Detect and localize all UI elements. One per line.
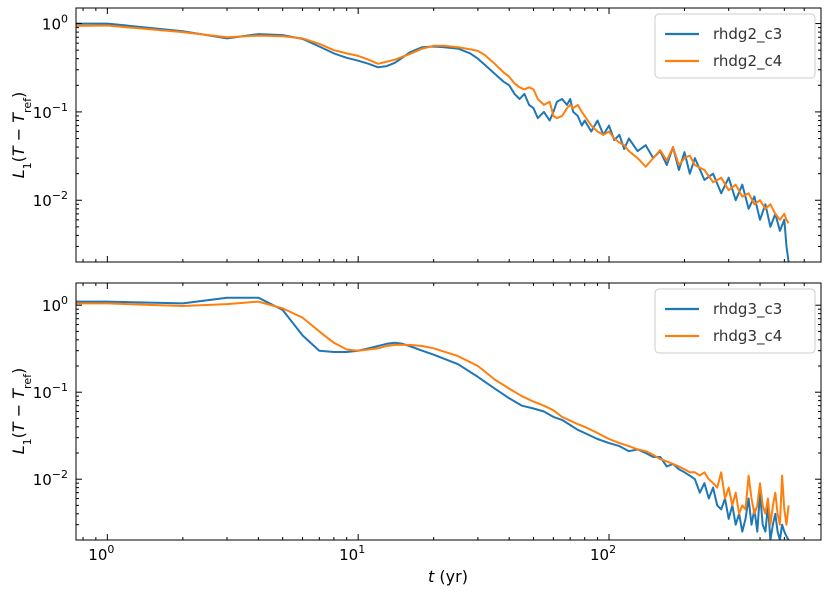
x-tick-label: 100 [88,543,114,564]
top-y-axis-label: L1(T − Tref) [9,92,34,178]
x-tick-label: 101 [339,543,365,564]
bottom-panel: 10−2 10−1 100 100 101 102 L1(T − Tref) rhdg3_… [9,282,822,586]
bottom-y-tick-label: 10−1 [33,381,68,402]
top-legend-label: rhdg2_c4 [713,52,782,71]
bottom-plot-frame [75,282,822,541]
x-tick-label: 102 [590,543,616,564]
top-tick-layer: 10−2 10−1 100 [33,8,822,263]
top-y-tick-label: 10−2 [33,189,68,210]
bottom-y-tick-label: 100 [42,294,68,315]
bottom-y-axis-label: L1(T − Tref) [9,368,34,454]
bottom-series-layer [76,296,790,540]
bottom-series-line-rhdg3-c3 [76,296,790,540]
bottom-series-line-rhdg3-c4 [76,300,790,526]
top-series-line-rhdg2-c3 [76,22,790,262]
bottom-legend-label: rhdg3_c3 [713,300,782,319]
top-y-tick-label: 100 [42,13,68,34]
top-y-tick-label: 10−1 [33,101,68,122]
x-axis-label: t (yr) [428,567,468,586]
top-plot-frame [75,7,822,263]
top-legend: rhdg2_c3 rhdg2_c4 [654,13,816,79]
top-series-line-rhdg2-c4 [76,24,790,224]
bottom-y-tick-label: 10−2 [33,468,68,489]
top-series-layer [76,22,790,262]
top-legend-label: rhdg2_c3 [713,25,782,44]
bottom-legend-label: rhdg3_c4 [713,327,782,346]
bottom-legend: rhdg3_c3 rhdg3_c4 [654,288,816,354]
